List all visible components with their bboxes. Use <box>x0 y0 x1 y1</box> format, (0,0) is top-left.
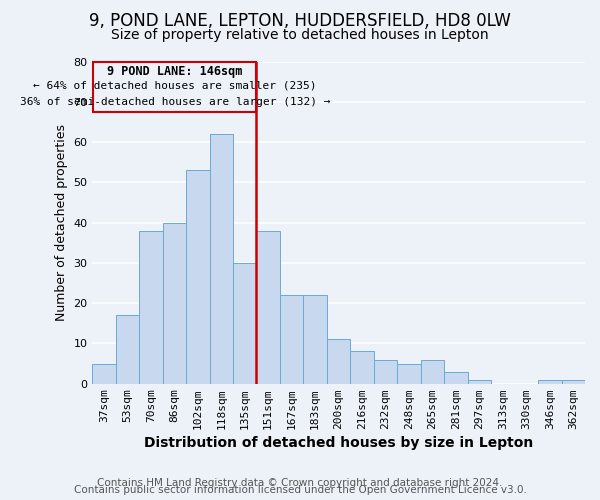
Bar <box>304 295 327 384</box>
X-axis label: Distribution of detached houses by size in Lepton: Distribution of detached houses by size … <box>144 436 533 450</box>
Y-axis label: Number of detached properties: Number of detached properties <box>55 124 68 321</box>
Bar <box>374 360 397 384</box>
FancyBboxPatch shape <box>94 62 256 112</box>
Text: 36% of semi-detached houses are larger (132) →: 36% of semi-detached houses are larger (… <box>20 97 330 107</box>
Text: 9 POND LANE: 146sqm: 9 POND LANE: 146sqm <box>107 65 242 78</box>
Text: Contains public sector information licensed under the Open Government Licence v3: Contains public sector information licen… <box>74 485 526 495</box>
Text: 9, POND LANE, LEPTON, HUDDERSFIELD, HD8 0LW: 9, POND LANE, LEPTON, HUDDERSFIELD, HD8 … <box>89 12 511 30</box>
Bar <box>350 352 374 384</box>
Bar <box>467 380 491 384</box>
Bar <box>280 295 304 384</box>
Bar <box>444 372 467 384</box>
Bar <box>186 170 209 384</box>
Bar <box>233 263 256 384</box>
Bar <box>421 360 444 384</box>
Bar <box>256 230 280 384</box>
Text: Size of property relative to detached houses in Lepton: Size of property relative to detached ho… <box>111 28 489 42</box>
Bar <box>538 380 562 384</box>
Bar <box>92 364 116 384</box>
Bar <box>562 380 585 384</box>
Bar <box>116 315 139 384</box>
Bar <box>327 340 350 384</box>
Text: Contains HM Land Registry data © Crown copyright and database right 2024.: Contains HM Land Registry data © Crown c… <box>97 478 503 488</box>
Bar <box>209 134 233 384</box>
Text: ← 64% of detached houses are smaller (235): ← 64% of detached houses are smaller (23… <box>33 80 317 90</box>
Bar <box>139 230 163 384</box>
Bar <box>397 364 421 384</box>
Bar <box>163 222 186 384</box>
